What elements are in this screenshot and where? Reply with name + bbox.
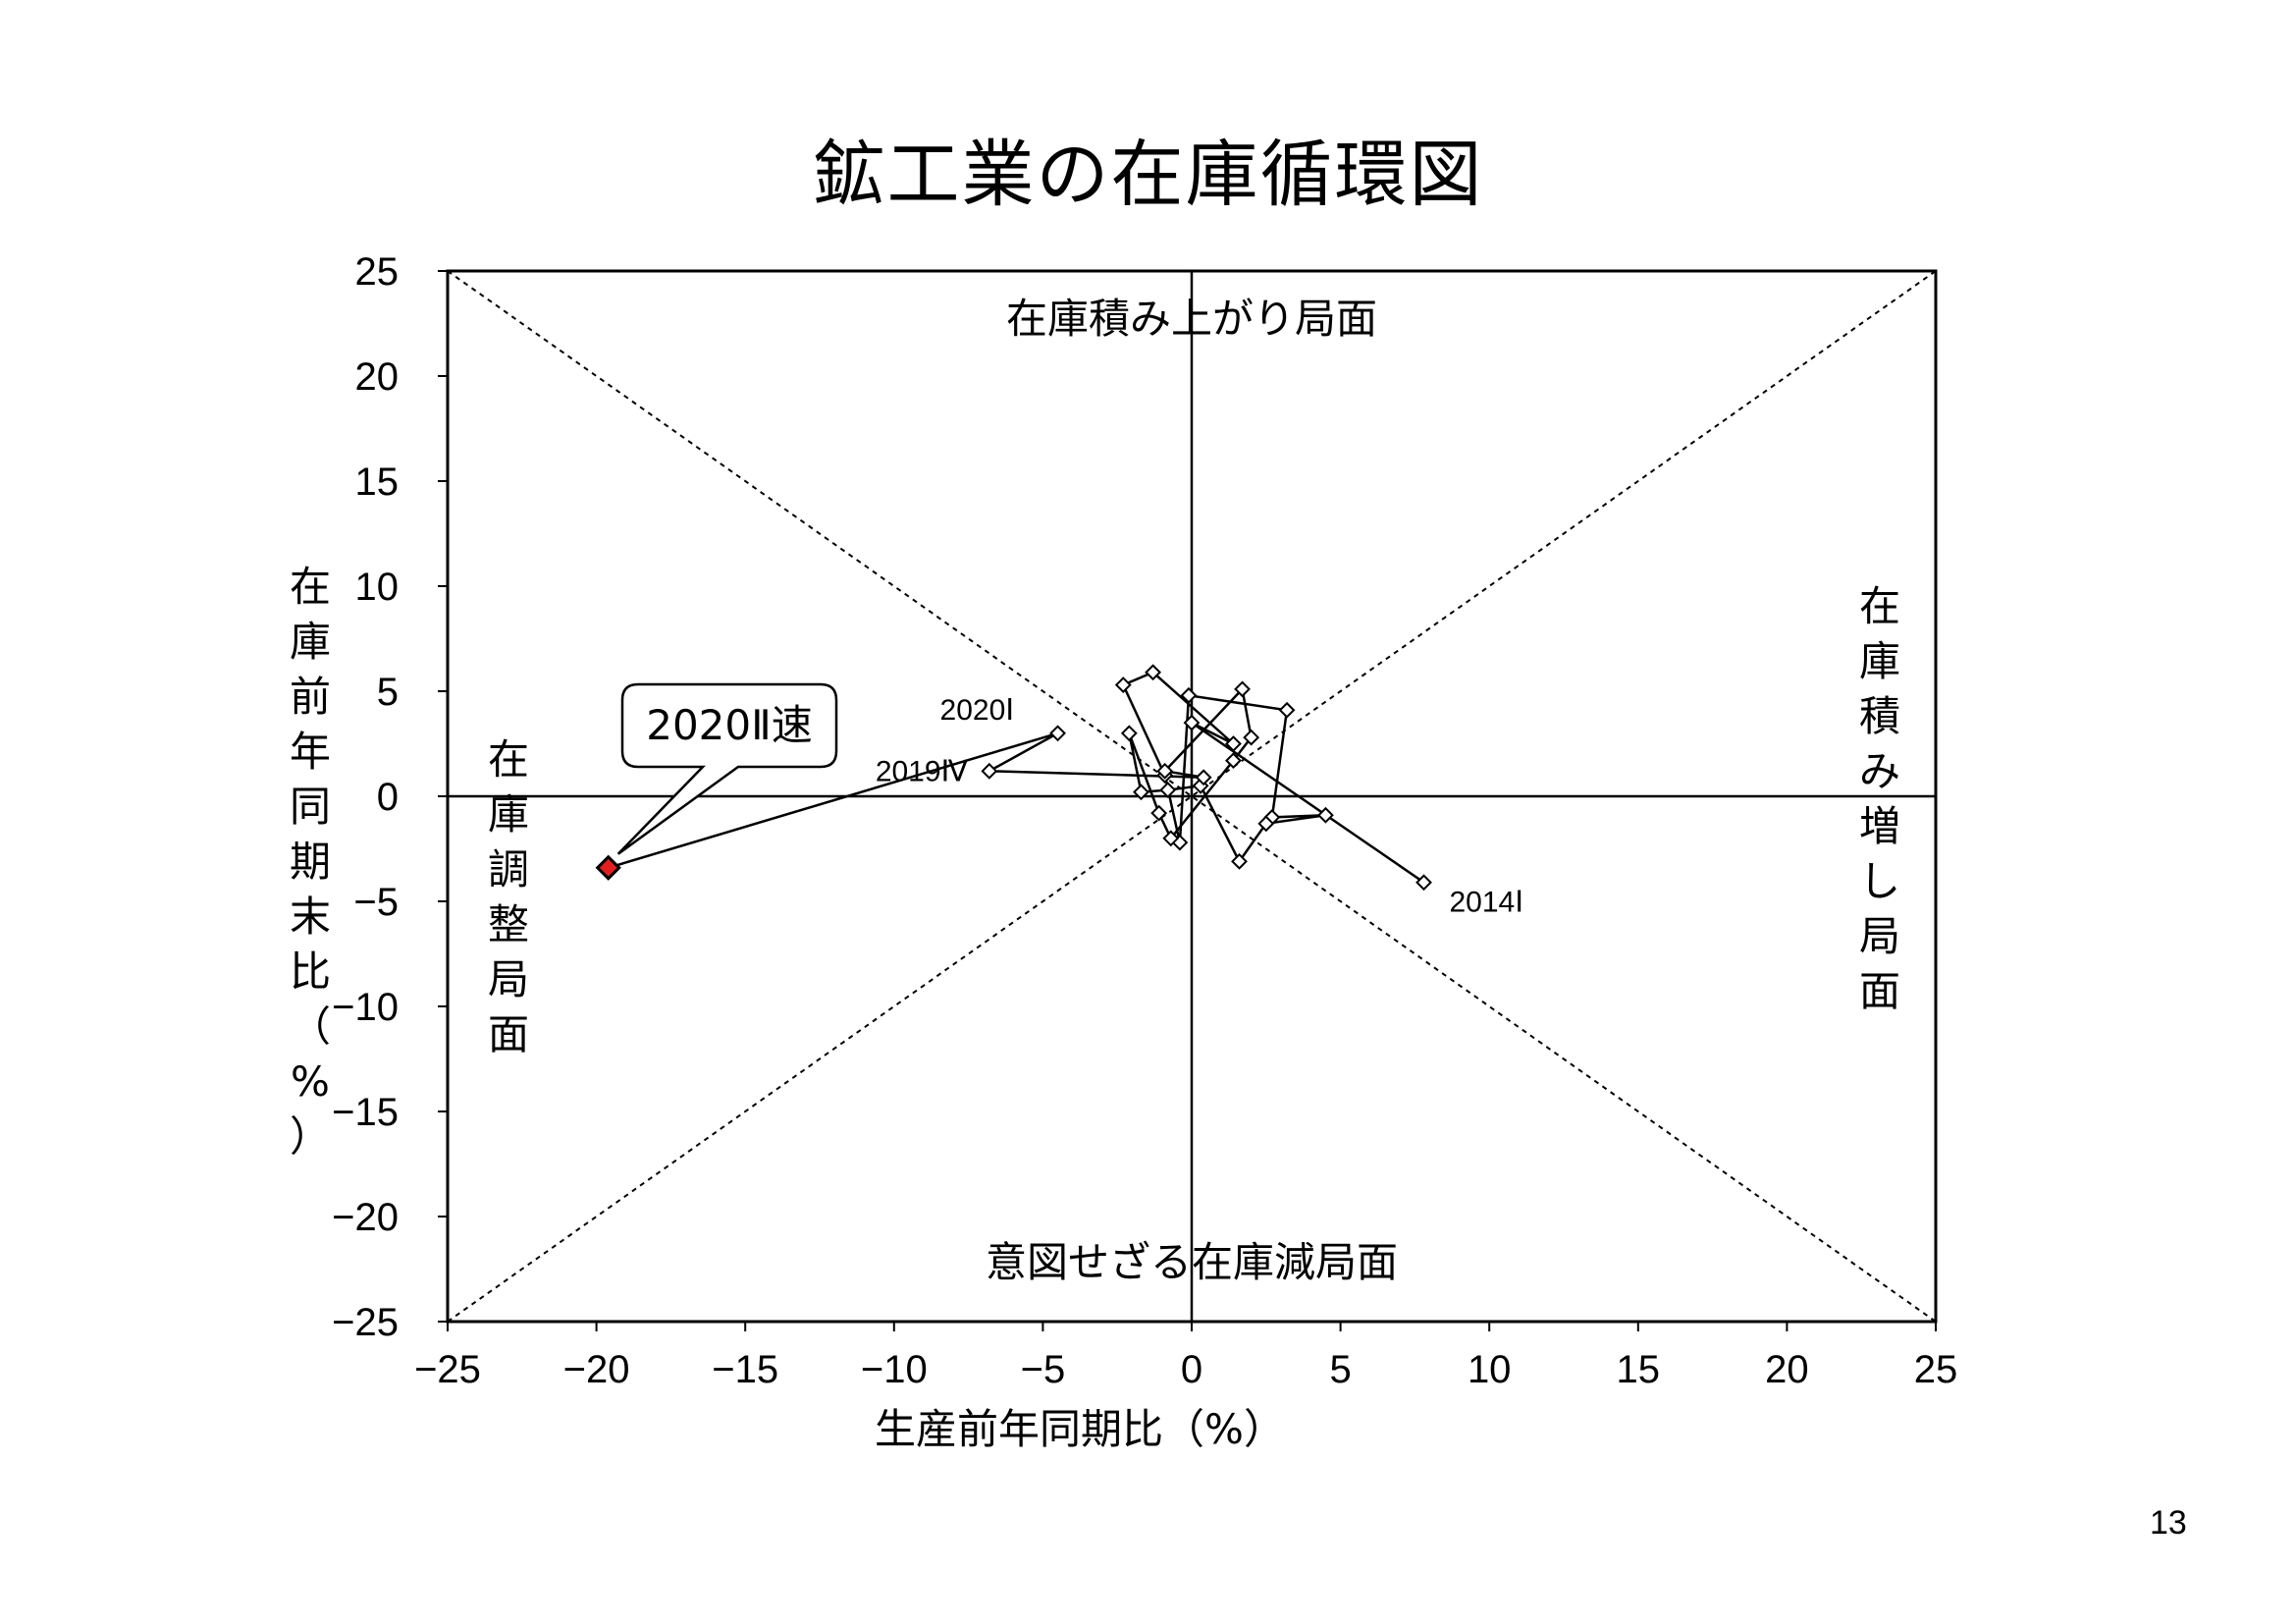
- data-series: [595, 664, 1432, 892]
- data-point: [1225, 752, 1242, 770]
- y-axis-title-char: %: [291, 1057, 330, 1106]
- x-tick-label: 5: [1329, 1348, 1351, 1391]
- x-tick-label: −5: [1021, 1348, 1066, 1391]
- y-axis-title-char: （: [290, 1002, 331, 1051]
- page-number: 13: [2150, 1504, 2187, 1542]
- data-point: [1180, 686, 1198, 704]
- y-axis-title-char: 期: [290, 838, 331, 886]
- phase-label-left-char: 整: [488, 900, 529, 948]
- callout-label: 2020Ⅱ速: [646, 701, 813, 749]
- data-point: [1114, 677, 1132, 693]
- y-axis-title-char: 末: [290, 893, 331, 941]
- data-point: [981, 762, 998, 780]
- callout-bubble: [616, 682, 838, 855]
- data-point: [595, 854, 621, 881]
- x-axis-title: 生産前年同期比（%）: [875, 1405, 1285, 1453]
- data-point: [1049, 725, 1066, 742]
- data-point: [1159, 782, 1177, 798]
- point-label: 2019Ⅳ: [876, 755, 969, 787]
- y-tick-label: −20: [332, 1196, 399, 1239]
- y-axis-title-char: 庫: [290, 618, 331, 666]
- point-label: 2014Ⅰ: [1449, 887, 1523, 919]
- x-tick-label: 15: [1617, 1348, 1661, 1391]
- phase-label-left-char: 面: [488, 1010, 529, 1058]
- tick-labels: −25 −20 −15 −10 −5 0 5 10 15 20 25 25 20 15 10 5 0 −5 −10 −…: [332, 250, 1957, 1391]
- data-point: [1317, 806, 1334, 824]
- x-tick-label: 20: [1765, 1348, 1809, 1391]
- data-point: [1225, 735, 1242, 752]
- data-point: [1150, 804, 1168, 822]
- callout: 2020Ⅱ速: [616, 682, 838, 855]
- y-tick-label: 25: [355, 250, 400, 294]
- axis-titles: 生産前年同期比（%）: [875, 1405, 1285, 1453]
- phase-labels: 在庫積み上がり局面意図せざる在庫減局面在庫調整局面在庫積み増し局面在庫前年同期末…: [290, 295, 1900, 1286]
- point-labels: 2014Ⅰ 2019Ⅳ 2020Ⅰ: [876, 694, 1523, 919]
- phase-label-right-char: 増: [1859, 802, 1900, 850]
- data-point: [1120, 725, 1138, 742]
- phase-label-left-char: 庫: [488, 790, 529, 839]
- x-tick-label: 10: [1468, 1348, 1512, 1391]
- y-tick-label: −5: [353, 881, 399, 924]
- y-tick-label: −25: [332, 1301, 399, 1344]
- y-tick-label: 20: [355, 355, 400, 399]
- phase-label-right-char: 積: [1859, 692, 1900, 740]
- y-axis-title-char: 在: [290, 563, 331, 611]
- phase-label-right-char: 庫: [1859, 637, 1900, 685]
- phase-label-right-char: 局: [1859, 912, 1900, 960]
- phase-label-left-char: 局: [488, 955, 529, 1003]
- phase-label-left-char: 調: [488, 845, 529, 893]
- y-tick-label: 10: [355, 566, 400, 609]
- data-point: [1195, 769, 1212, 786]
- x-tick-label: −20: [563, 1348, 630, 1391]
- y-axis-title-char: 前: [290, 673, 331, 721]
- data-point: [1156, 762, 1174, 780]
- x-tick-label: −25: [414, 1348, 481, 1391]
- data-point: [1257, 815, 1275, 833]
- phase-label-right-char: し: [1859, 857, 1900, 905]
- y-tick-label: −15: [332, 1091, 399, 1134]
- page-title: 鉱工業の在庫循環図: [812, 133, 1484, 217]
- data-point: [1183, 714, 1201, 731]
- y-tick-label: −10: [332, 986, 399, 1029]
- data-point: [1243, 729, 1260, 746]
- data-point: [1278, 701, 1296, 719]
- phase-label-bottom: 意図せざる在庫減局面: [986, 1238, 1398, 1286]
- x-tick-label: 25: [1914, 1348, 1958, 1391]
- phase-label-right-char: み: [1859, 747, 1900, 795]
- y-axis-title-char: ）: [290, 1112, 331, 1161]
- x-tick-label: −10: [861, 1348, 928, 1391]
- point-label: 2020Ⅰ: [940, 694, 1015, 727]
- y-axis-title-char: 比: [290, 947, 331, 996]
- y-tick-label: 15: [355, 460, 400, 504]
- y-axis-title-char: 年: [290, 728, 331, 776]
- x-tick-label: −15: [712, 1348, 778, 1391]
- y-tick-label: 0: [377, 776, 399, 819]
- data-point: [1145, 664, 1161, 681]
- data-point: [1162, 830, 1180, 847]
- data-point: [1231, 852, 1248, 870]
- phase-label-top: 在庫積み上がり局面: [1006, 295, 1377, 343]
- phase-label-right-char: 在: [1859, 582, 1900, 630]
- phase-label-right-char: 面: [1859, 967, 1900, 1015]
- data-point: [1234, 680, 1251, 698]
- data-point: [1415, 874, 1432, 892]
- x-tick-label: 0: [1181, 1348, 1202, 1391]
- y-tick-label: 5: [377, 671, 399, 714]
- phase-label-left-char: 在: [488, 735, 529, 784]
- data-point: [1133, 784, 1149, 801]
- y-axis-title-char: 同: [290, 783, 331, 831]
